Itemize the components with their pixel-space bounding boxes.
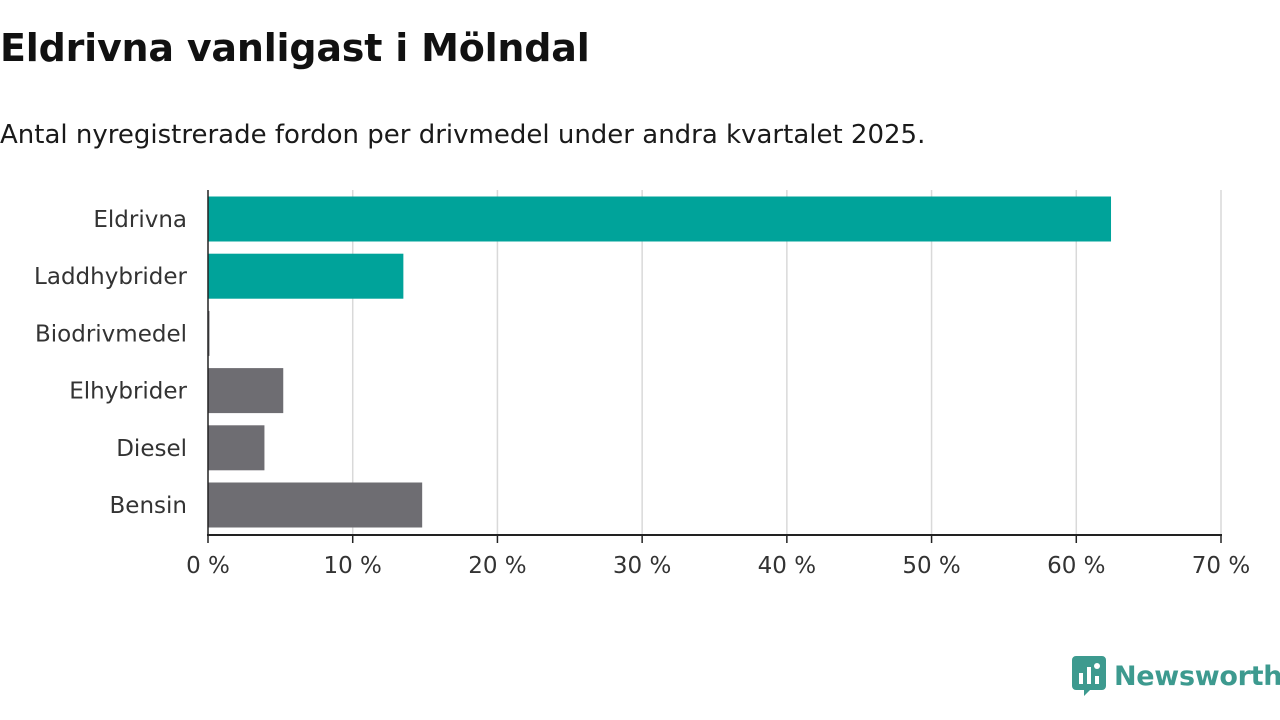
brand-name: Newsworthy	[1114, 660, 1280, 692]
bar-chart: Eldrivna Laddhybrider Biodrivmedel Elhybrid…	[34, 190, 1250, 579]
x-tick-label-70: 70 %	[1192, 553, 1250, 579]
brand-logo: Newsworthy	[1072, 656, 1280, 696]
x-axis: 0 % 10 % 20 % 30 % 40 % 50 % 60 % 70 %	[186, 190, 1250, 579]
category-label-eldrivna: Eldrivna	[93, 207, 187, 233]
newsworthy-logo-icon	[1072, 656, 1106, 696]
x-tick-label-30: 30 %	[613, 553, 671, 579]
bar-eldrivna	[208, 196, 1112, 242]
bars	[208, 196, 1112, 528]
x-tick-label-50: 50 %	[902, 553, 960, 579]
category-label-laddhybrider: Laddhybrider	[34, 264, 187, 290]
bar-bensin	[208, 482, 423, 528]
x-tick-label-0: 0 %	[186, 553, 230, 579]
category-label-bensin: Bensin	[110, 493, 187, 519]
chart-title: Eldrivna vanligast i Mölndal	[0, 26, 590, 70]
bar-laddhybrider	[208, 253, 404, 299]
category-label-diesel: Diesel	[116, 436, 187, 462]
category-label-biodrivmedel: Biodrivmedel	[35, 321, 187, 347]
chart-subtitle: Antal nyregistrerade fordon per drivmede…	[0, 120, 926, 150]
gridlines	[351, 190, 1222, 535]
category-label-elhybrider: Elhybrider	[69, 379, 187, 405]
bar-diesel	[208, 425, 265, 471]
category-labels: Eldrivna Laddhybrider Biodrivmedel Elhybrid…	[34, 207, 187, 519]
x-tick-label-10: 10 %	[323, 553, 381, 579]
x-tick-label-60: 60 %	[1047, 553, 1105, 579]
x-tick-label-20: 20 %	[468, 553, 526, 579]
x-tick-label-40: 40 %	[758, 553, 816, 579]
bar-elhybrider	[208, 368, 284, 414]
